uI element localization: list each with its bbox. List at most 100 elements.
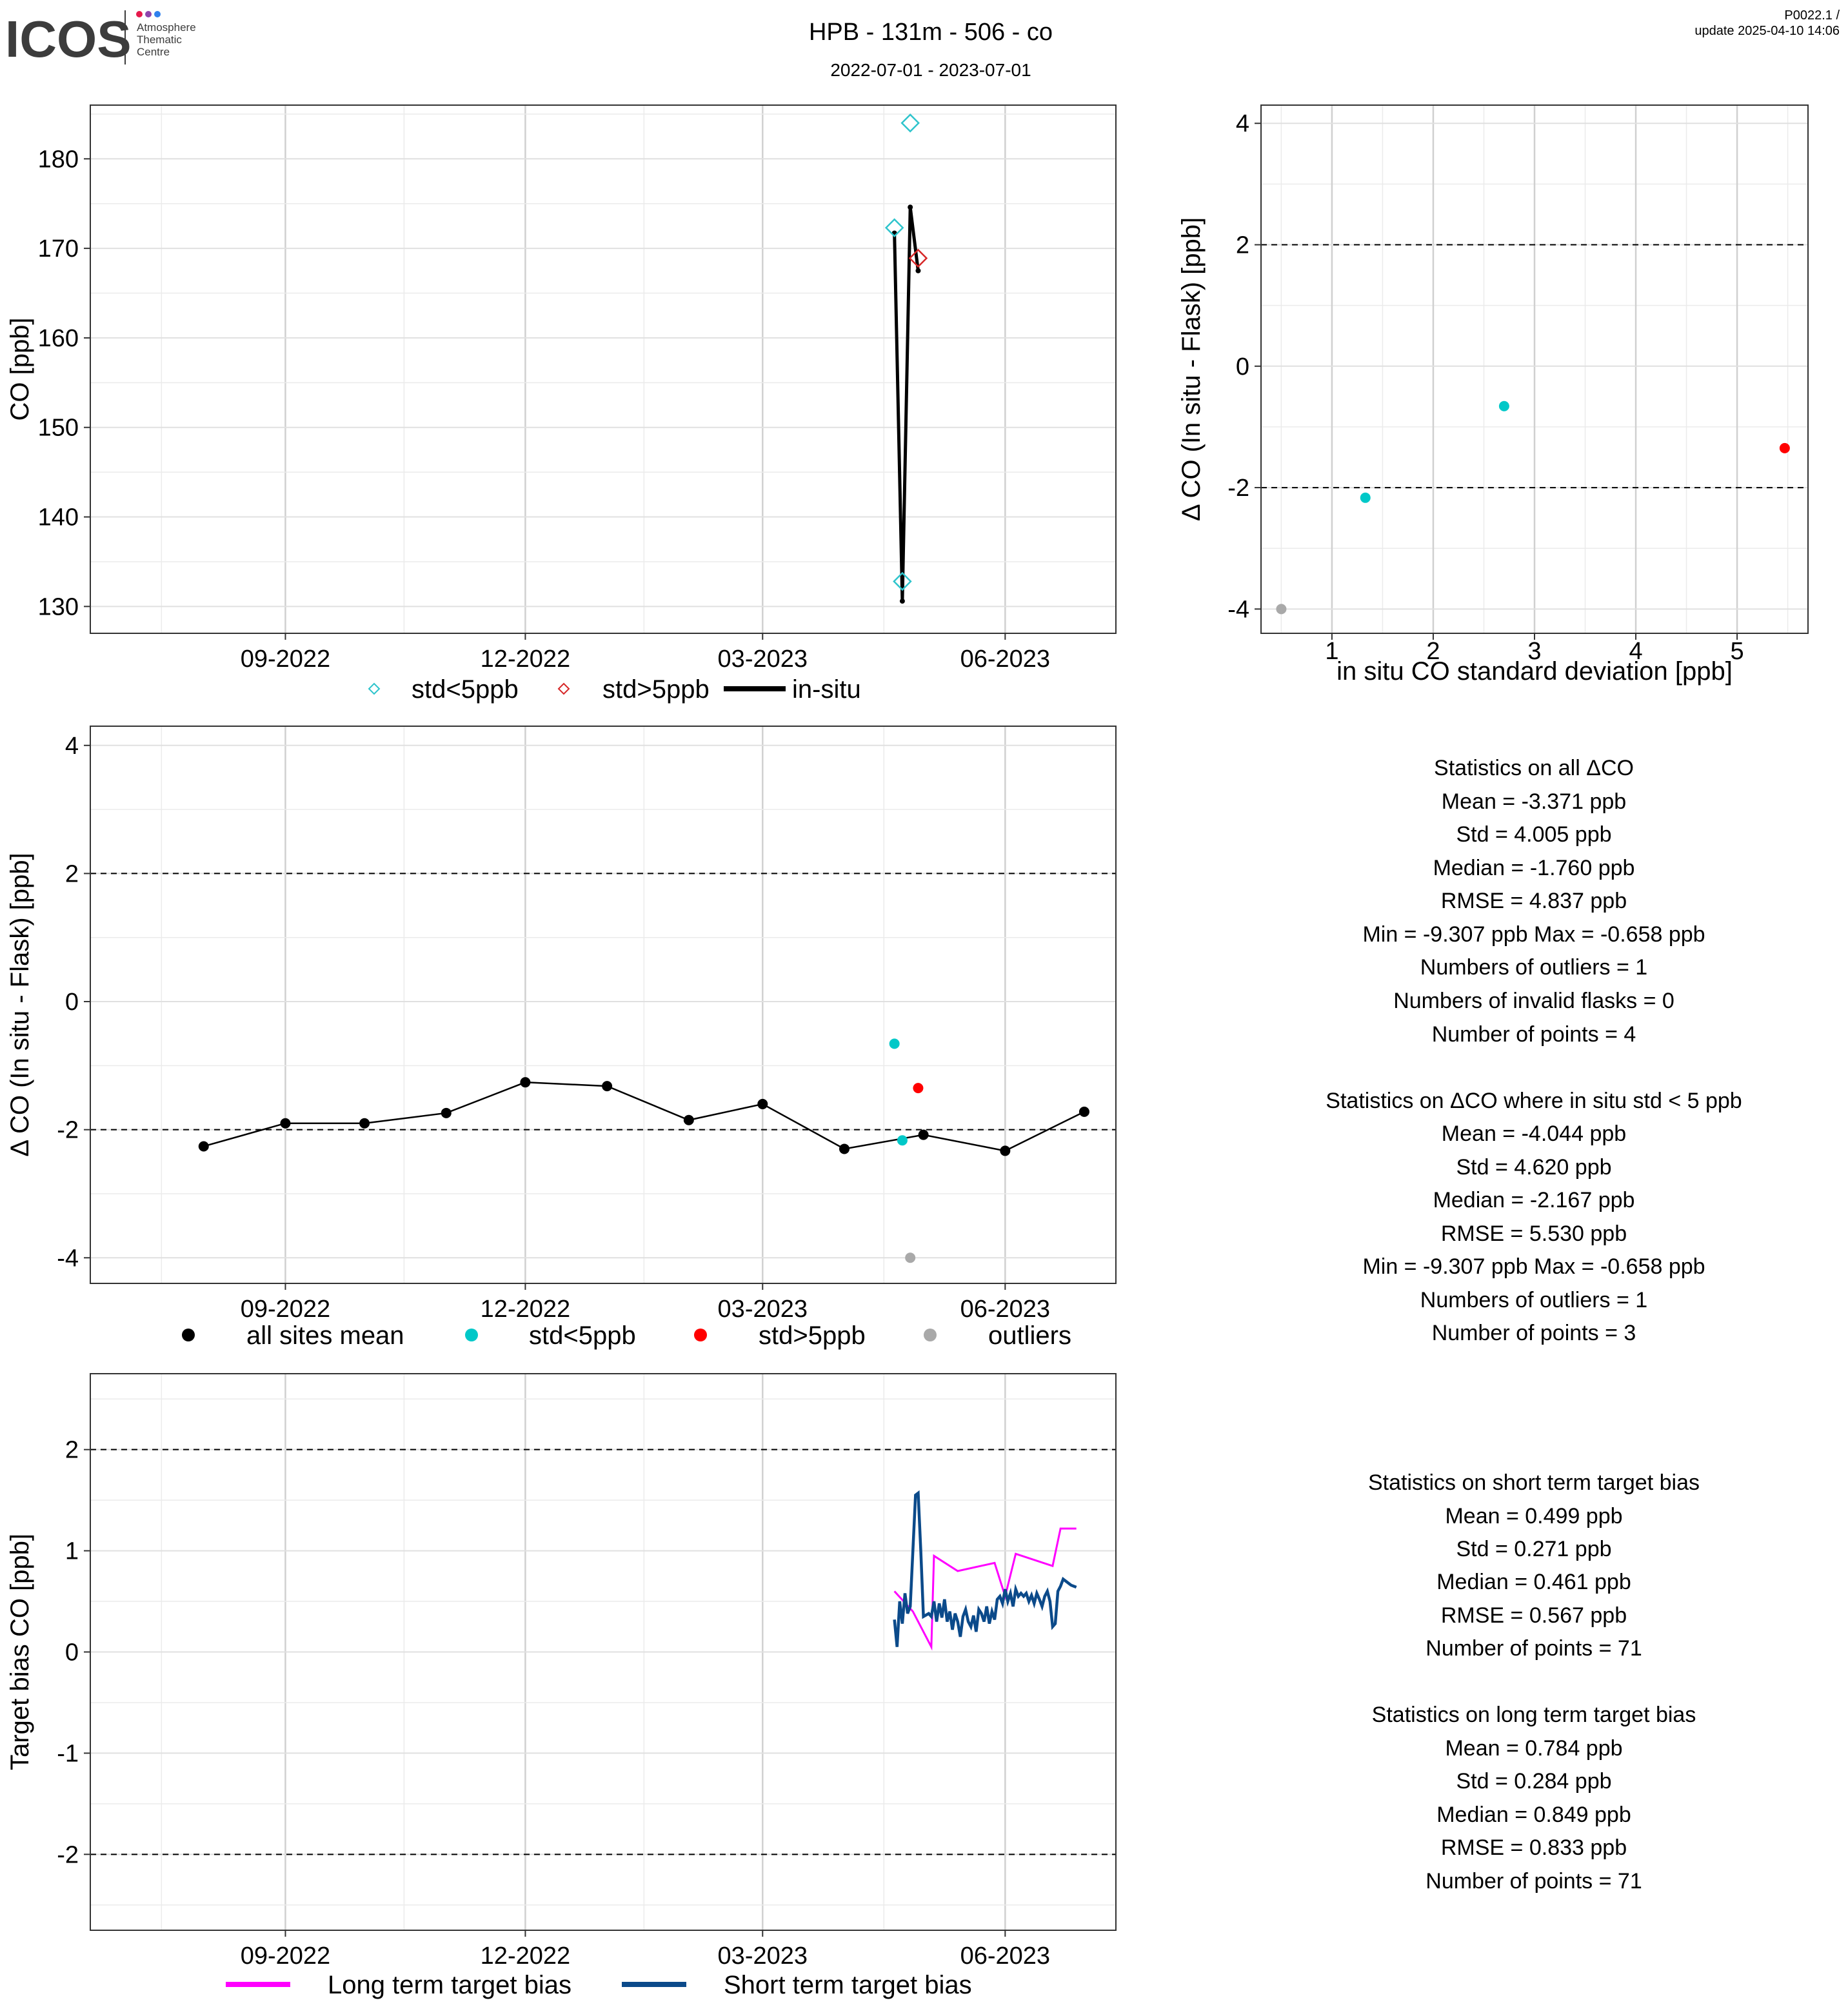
stats-line: Median = 0.461 ppb — [1436, 1570, 1631, 1594]
data-point-std-lt5 — [893, 571, 912, 591]
x-tick-label: 12-2022 — [481, 646, 570, 673]
data-point — [1779, 442, 1790, 453]
plot-border — [90, 726, 1117, 1284]
x-tick-label: 5 — [1731, 638, 1744, 665]
y-tick-label: 1 — [65, 1538, 79, 1565]
stats-title: Statistics on long term target bias — [1372, 1703, 1696, 1727]
series-line-long-term — [893, 1527, 1077, 1651]
plot-border — [90, 1373, 1117, 1931]
x-tick-label: 03-2023 — [718, 646, 808, 673]
stats-line: Mean = -4.044 ppb — [1442, 1122, 1626, 1146]
legend: all sites mean std<5ppb std>5ppb outliers — [182, 1321, 1071, 1350]
stats-line: Number of points = 71 — [1426, 1869, 1642, 1893]
stats-line: RMSE = 0.567 ppb — [1441, 1603, 1627, 1628]
logo-dot — [145, 11, 152, 17]
x-tick-label: 09-2022 — [241, 1943, 330, 1970]
y-tick-label: 0 — [65, 1639, 79, 1666]
stats-line: Number of points = 71 — [1426, 1636, 1642, 1661]
data-point-in-situ — [899, 598, 905, 604]
x-tick-label: 06-2023 — [960, 1943, 1050, 1970]
legend-label: outliers — [988, 1321, 1071, 1350]
legend-key — [465, 1329, 478, 1341]
data-point-all-sites-mean — [1078, 1106, 1089, 1117]
stats-title: Statistics on all ΔCO — [1434, 756, 1634, 780]
x-tick-label: 2 — [1426, 638, 1440, 665]
y-tick-label: -4 — [57, 1245, 79, 1272]
data-point-all-sites-mean — [602, 1081, 613, 1092]
stats-line: Min = -9.307 ppb Max = -0.658 ppb — [1362, 922, 1705, 947]
logo-subtext: Atmosphere — [137, 21, 196, 34]
stats-line: Std = 4.620 ppb — [1456, 1155, 1611, 1180]
stats-line: Std = 4.005 ppb — [1456, 822, 1611, 847]
legend-label: std<5ppb — [412, 675, 519, 704]
series-line-in-situ — [893, 206, 920, 602]
logo-dot — [136, 11, 143, 17]
y-tick-label: -2 — [57, 1117, 79, 1144]
stats-line: RMSE = 4.837 ppb — [1441, 889, 1627, 913]
data-point-std-lt5 — [897, 1135, 908, 1146]
stats-title: Statistics on ΔCO where in situ std < 5 … — [1326, 1089, 1742, 1113]
legend-label: std<5ppb — [529, 1321, 636, 1350]
stats-line: Numbers of invalid flasks = 0 — [1393, 989, 1674, 1013]
legend-key — [694, 1329, 707, 1341]
plot-background — [90, 726, 1116, 1283]
logo-dot — [154, 11, 161, 17]
legend: Long term target bias Short term target b… — [226, 1971, 972, 1999]
icos-logo: ICOS Atmosphere Thematic Centre — [5, 10, 196, 68]
series-line-all-sites-mean — [203, 1081, 1085, 1152]
date-range: 2022-07-01 - 2023-07-01 — [830, 60, 1031, 80]
legend-label: Short term target bias — [724, 1971, 972, 1999]
page-title: HPB - 131m - 506 - co — [809, 19, 1053, 46]
data-point-outlier — [905, 1252, 916, 1263]
legend: std<5ppb std>5ppb in-situ — [368, 675, 861, 704]
stats-long-term: Statistics on long term target bias Mean… — [1372, 1703, 1696, 1893]
x-tick-label: 06-2023 — [960, 646, 1050, 673]
y-tick-label: -1 — [57, 1740, 79, 1767]
y-tick-label: 150 — [38, 415, 79, 442]
legend-key — [924, 1329, 937, 1341]
data-point-std-lt5 — [889, 1038, 900, 1049]
stats-line: Mean = 0.784 ppb — [1445, 1736, 1622, 1761]
stats-all: Statistics on all ΔCO Mean = -3.371 ppb … — [1362, 756, 1705, 1047]
x-tick-label: 03-2023 — [718, 1296, 808, 1323]
y-tick-label: -4 — [1227, 596, 1249, 623]
y-tick-label: 0 — [1236, 353, 1249, 381]
y-tick-label: 160 — [38, 325, 79, 352]
x-axis-label: in situ CO standard deviation [ppb] — [1336, 657, 1733, 686]
data-point-all-sites-mean — [359, 1118, 370, 1129]
y-tick-label: -2 — [1227, 475, 1249, 502]
data-point-std-lt5 — [884, 218, 904, 237]
chart-co_timeseries: 09-2022 12-2022 03-2023 06-2023 130 140 150 160… — [6, 104, 1117, 704]
chart-delta_vs_std: 1 2 3 4 5 4 2 0 -2 -4 in situ CO standard deviatio… — [1177, 104, 1809, 686]
data-point-all-sites-mean — [198, 1141, 209, 1152]
stats-line: Numbers of outliers = 1 — [1420, 955, 1647, 980]
data-point-all-sites-mean — [757, 1098, 768, 1109]
legend-label: all sites mean — [246, 1321, 404, 1350]
x-tick-label: 4 — [1629, 638, 1642, 665]
y-tick-label: 4 — [1236, 110, 1249, 137]
plot-border — [90, 104, 1117, 634]
x-tick-label: 3 — [1527, 638, 1541, 665]
y-tick-label: 0 — [65, 989, 79, 1016]
data-point — [1276, 604, 1287, 615]
stats-line: Median = 0.849 ppb — [1436, 1803, 1631, 1827]
chart-delta_timeseries: 09-2022 12-2022 03-2023 06-2023 4 2 0 -2 -4 Δ CO … — [6, 726, 1117, 1350]
plot-background — [90, 105, 1116, 633]
version-label: P0022.1 / — [1784, 8, 1840, 23]
x-tick-label: 12-2022 — [481, 1296, 570, 1323]
stats-title: Statistics on short term target bias — [1368, 1470, 1700, 1495]
legend-label: std>5ppb — [759, 1321, 866, 1350]
data-point-std-gt5 — [913, 1083, 924, 1094]
data-point-in-situ — [908, 204, 913, 210]
legend-key — [182, 1329, 195, 1341]
y-tick-label: 130 — [38, 593, 79, 620]
data-point-all-sites-mean — [918, 1129, 929, 1140]
stats-line: Min = -9.307 ppb Max = -0.658 ppb — [1362, 1254, 1705, 1279]
x-tick-label: 1 — [1325, 638, 1338, 665]
y-tick-label: 140 — [38, 504, 79, 531]
stats-line: Number of points = 3 — [1432, 1321, 1636, 1345]
chart-panels: 09-2022 12-2022 03-2023 06-2023130140150160… — [6, 104, 1809, 1999]
logo-subtext: Centre — [137, 46, 170, 58]
data-point-std-lt5 — [900, 113, 920, 133]
